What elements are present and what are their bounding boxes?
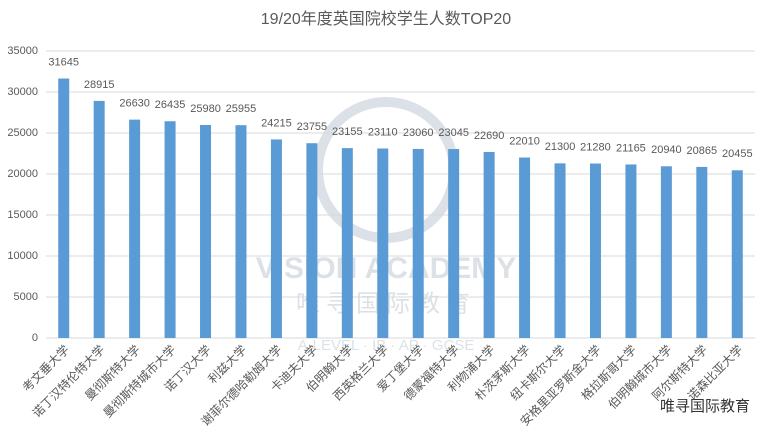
watermark-badge: 唯寻国际教育 xyxy=(660,398,750,415)
y-tick-label: 35000 xyxy=(7,45,38,57)
bar xyxy=(625,164,637,338)
y-tick-label: 15000 xyxy=(7,209,38,221)
data-label: 26435 xyxy=(155,99,186,111)
bar xyxy=(306,143,318,338)
data-label: 20455 xyxy=(722,148,753,160)
data-label: 21165 xyxy=(616,142,646,154)
data-label: 20940 xyxy=(651,144,682,156)
data-label: 20865 xyxy=(687,145,718,157)
bar xyxy=(412,148,424,338)
bar xyxy=(448,149,460,338)
bar xyxy=(519,157,531,338)
bar xyxy=(377,148,389,338)
y-tick-label: 20000 xyxy=(7,168,38,180)
data-label: 21280 xyxy=(580,141,611,153)
watermark-tagline: A·LEVEL · IB · AP · GCSE xyxy=(298,337,475,354)
chart-title: 19/20年度英国院校学生人数TOP20 xyxy=(261,10,512,28)
bar xyxy=(164,121,176,338)
data-label: 22690 xyxy=(474,130,505,142)
y-tick-label: 0 xyxy=(32,332,38,344)
y-tick-label: 25000 xyxy=(7,127,38,139)
data-label: 31645 xyxy=(48,56,79,68)
data-label: 23060 xyxy=(403,127,434,139)
data-label: 21300 xyxy=(545,141,576,153)
bar xyxy=(554,163,566,338)
bar xyxy=(660,166,672,338)
y-tick-label: 5000 xyxy=(14,291,38,303)
y-tick-label: 30000 xyxy=(7,86,38,98)
bar xyxy=(270,139,282,338)
data-label: 28915 xyxy=(84,79,115,91)
data-label: 23755 xyxy=(297,121,328,133)
bar xyxy=(341,148,353,338)
data-label: 24215 xyxy=(261,117,292,129)
data-label: 23110 xyxy=(368,126,398,138)
bar xyxy=(483,151,495,338)
bar xyxy=(200,124,212,339)
data-label: 25955 xyxy=(226,103,257,115)
bar xyxy=(731,170,743,338)
bar xyxy=(93,100,105,338)
data-label: 26630 xyxy=(119,98,150,110)
bar xyxy=(589,163,601,338)
bar xyxy=(129,119,141,338)
data-label: 23155 xyxy=(332,126,363,138)
bar xyxy=(696,166,708,338)
bar xyxy=(235,125,247,338)
y-tick-label: 10000 xyxy=(7,250,38,262)
data-label: 25980 xyxy=(190,103,221,115)
data-label: 22010 xyxy=(509,135,540,147)
data-label: 23045 xyxy=(438,127,469,139)
bar xyxy=(58,78,70,339)
